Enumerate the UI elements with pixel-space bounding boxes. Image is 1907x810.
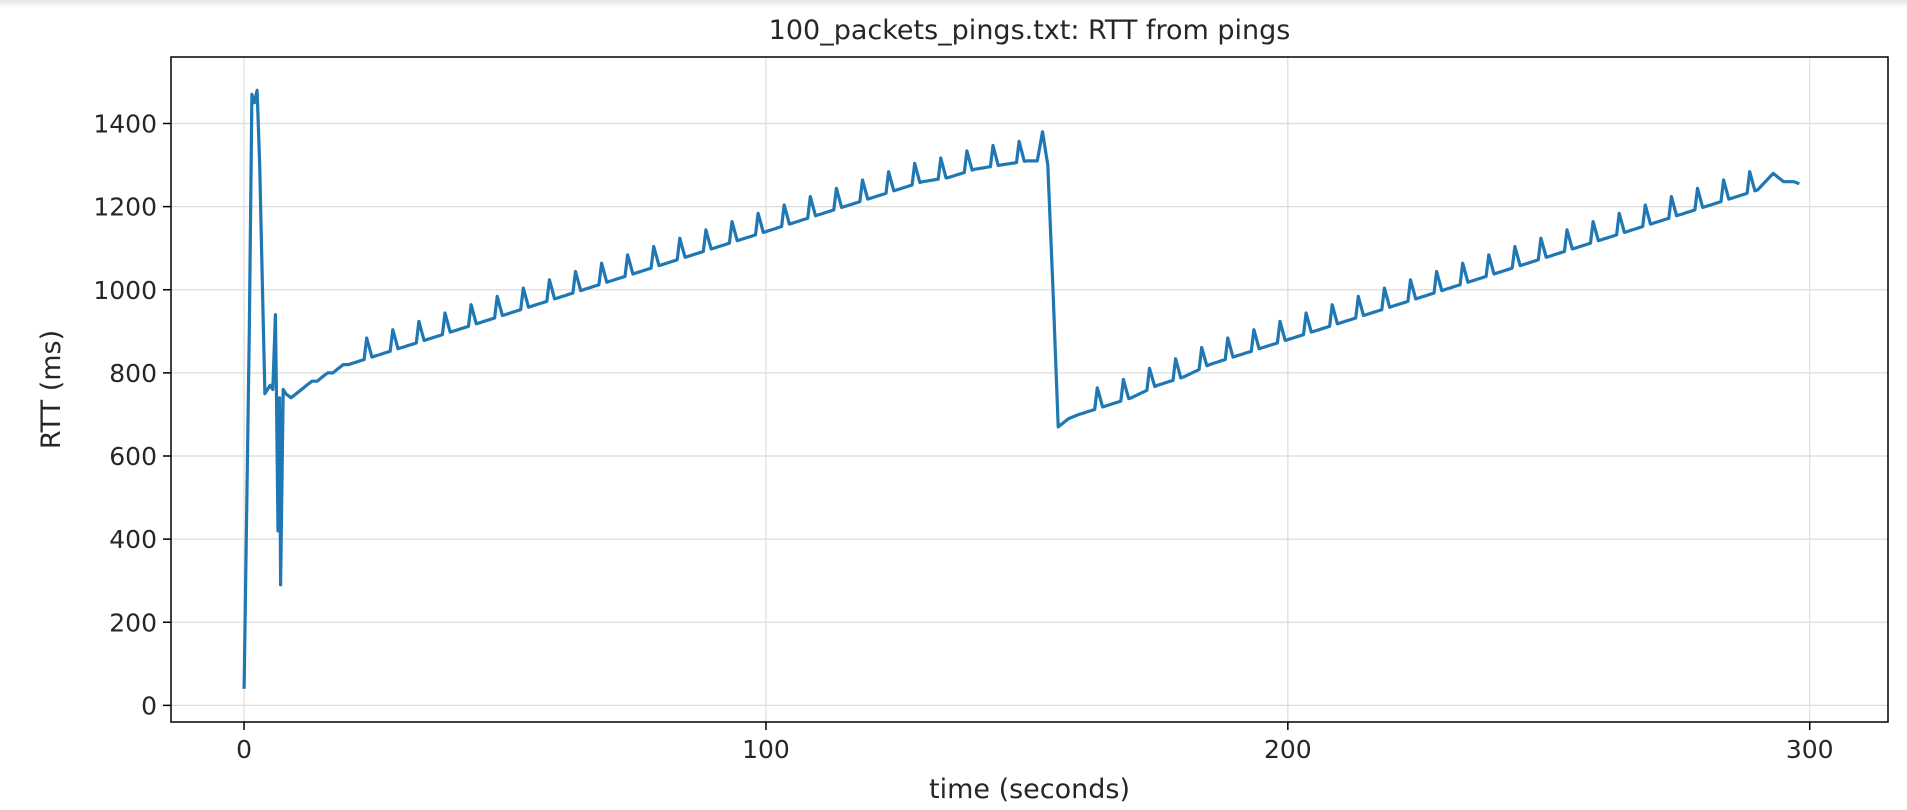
x-tick-label: 300 [1786,735,1834,764]
y-tick-label: 1200 [93,193,157,222]
y-tick-label: 600 [109,442,157,471]
y-tick-label: 1000 [93,276,157,305]
chart-title: 100_packets_pings.txt: RTT from pings [769,15,1291,46]
x-axis-label: time (seconds) [929,774,1130,805]
y-axis-label: RTT (ms) [36,330,67,449]
x-tick-label: 0 [236,735,252,764]
x-tick-label: 100 [742,735,790,764]
y-tick-label: 400 [109,525,157,554]
axes-frame [170,56,1889,723]
x-tick-label: 200 [1264,735,1312,764]
y-tick-label: 1400 [93,110,157,139]
series-layer [242,88,1800,689]
y-tick-label: 0 [141,691,157,720]
window-top-bar [0,0,1907,8]
y-tick-label: 200 [109,608,157,637]
grid-lines [171,57,1888,722]
rtt-series-line [242,88,1800,689]
y-tick-label: 800 [109,359,157,388]
axis-ticks: 0 100 200 300 0 200 400 600 800 1000 1200 1400 [93,110,1833,765]
